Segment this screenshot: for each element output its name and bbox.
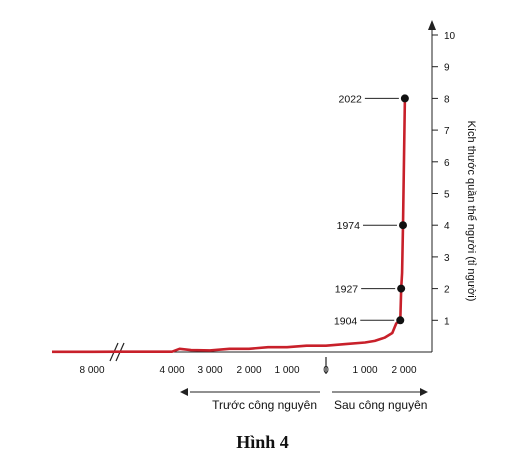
era-before-arrowhead [180, 388, 188, 396]
x-tick-label: 1 000 [274, 365, 299, 376]
x-tick-label: 0 [323, 365, 329, 376]
data-point-marker [398, 221, 407, 230]
data-point-marker [396, 316, 405, 325]
x-tick-label: 3 000 [197, 365, 222, 376]
x-tick-label: 2 000 [236, 365, 261, 376]
y-axis-arrow [428, 20, 436, 30]
figure-caption: Hình 4 [236, 432, 289, 452]
data-point-marker [397, 284, 406, 293]
y-tick-label: 8 [444, 94, 450, 105]
era-before-label: Trước công nguyên [212, 398, 317, 412]
era-after-arrowhead [420, 388, 428, 396]
x-tick-label: 1 000 [352, 365, 377, 376]
y-tick-label: 3 [444, 253, 450, 264]
y-tick-label: 2 [444, 285, 450, 296]
y-tick-label: 7 [444, 126, 450, 137]
chart: 1 2 3 4 5 6 7 8 9 10 8 000 4 000 3 000 2 000 1 000 0 1 0… [52, 20, 477, 412]
y-tick-label: 6 [444, 158, 450, 169]
y-tick-label: 9 [444, 63, 450, 74]
population-line [52, 98, 407, 354]
y-tick-label: 1 [444, 316, 450, 327]
annotation-label: 1927 [335, 284, 359, 296]
y-tick-label: 5 [444, 190, 450, 201]
data-point-marker [400, 94, 409, 103]
x-tick-label: 4 000 [159, 365, 184, 376]
x-tick-label: 2 000 [391, 365, 416, 376]
annotation-label: 2022 [339, 93, 363, 105]
annotation-label: 1974 [337, 220, 361, 232]
era-after-label: Sau công nguyên [334, 398, 427, 412]
annotation-label: 1904 [334, 315, 358, 327]
x-tick-label: 8 000 [79, 365, 104, 376]
y-tick-label: 4 [444, 221, 450, 232]
y-axis-label: Kích thước quần thể người (tỉ người) [465, 121, 477, 302]
y-tick-label: 10 [444, 31, 456, 42]
